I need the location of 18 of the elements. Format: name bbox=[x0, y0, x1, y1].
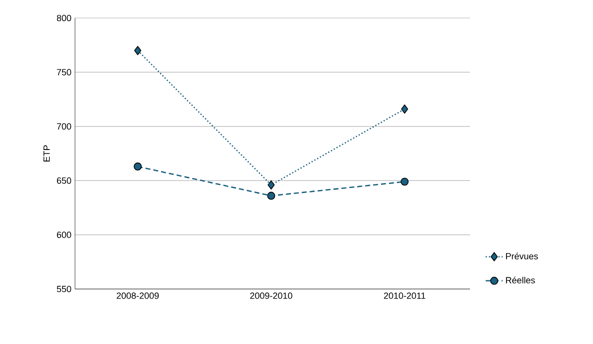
point bbox=[268, 180, 275, 190]
y-tick-label: 700 bbox=[56, 123, 72, 130]
x-tick-label: 2009-2010 bbox=[250, 292, 292, 299]
point bbox=[401, 104, 408, 114]
y-tick-label: 800 bbox=[56, 14, 72, 22]
point bbox=[134, 46, 142, 56]
y-tick-label: 550 bbox=[56, 286, 72, 292]
point bbox=[134, 162, 142, 170]
point bbox=[267, 192, 276, 200]
x-tick-label: 2010-2011 bbox=[384, 292, 426, 299]
y-tick-label: 750 bbox=[56, 69, 72, 76]
legend-label: Réelles bbox=[506, 276, 535, 284]
point bbox=[400, 178, 409, 186]
y-tick-label: 650 bbox=[56, 177, 72, 184]
x-tick-label: 2008-2009 bbox=[116, 292, 159, 299]
y-axis-title: ETP bbox=[44, 145, 50, 162]
y-tick-label: 600 bbox=[56, 232, 72, 238]
legend-label: Prévues bbox=[506, 252, 538, 260]
